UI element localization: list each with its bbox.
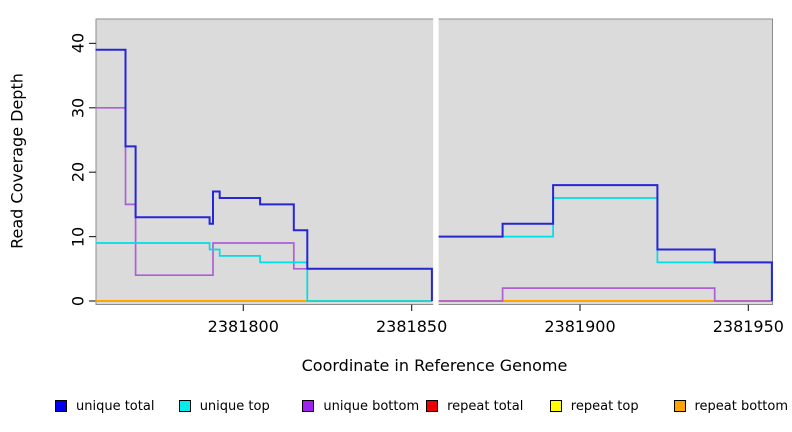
coverage-gap-band (433, 17, 439, 307)
y-axis-title: Read Coverage Depth (7, 73, 27, 249)
y-tick-label: 30 (68, 97, 88, 118)
tick-marks (89, 42, 749, 311)
series-unique-total (95, 48, 433, 301)
y-tick-label: 10 (68, 226, 88, 247)
x-tick-label: 2381850 (376, 317, 448, 336)
y-tick-label: 20 (68, 162, 88, 183)
x-tick-label: 2381800 (207, 317, 279, 336)
x-axis-title: Coordinate in Reference Genome (301, 356, 568, 375)
series-unique-total (438, 184, 773, 301)
series-unique-top (95, 242, 432, 302)
y-tick-label: 40 (68, 33, 88, 54)
series-group (95, 48, 773, 302)
x-tick-label: 2381950 (712, 317, 784, 336)
series-unique-bottom (438, 287, 772, 302)
y-tick-label: 0 (68, 295, 88, 307)
x-tick-label: 2381900 (544, 317, 616, 336)
